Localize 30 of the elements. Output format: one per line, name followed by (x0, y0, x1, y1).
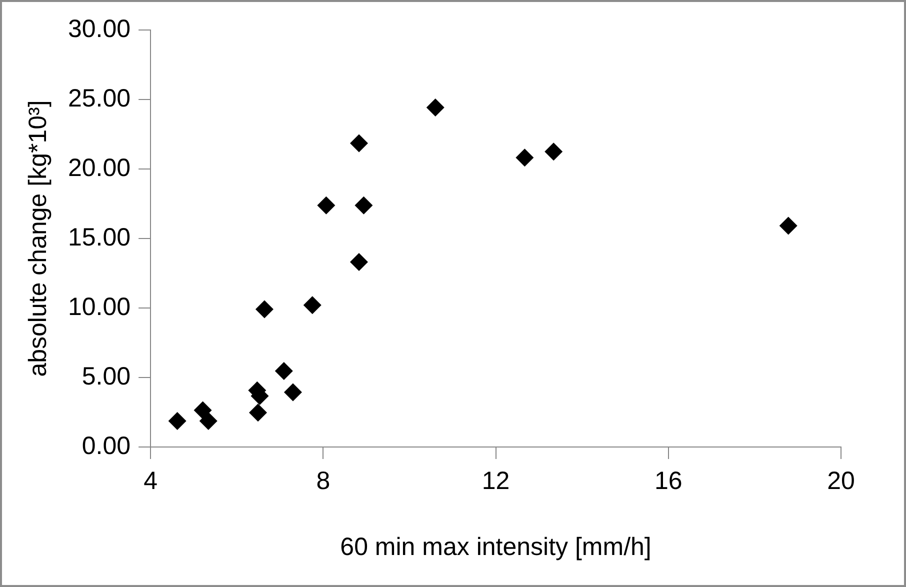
point (199, 412, 218, 430)
y-axis-title: absolute change [kg*10³] (24, 100, 52, 377)
point (255, 300, 274, 318)
point (350, 252, 368, 271)
point (274, 362, 293, 380)
y-tick-label: 10.00 (68, 292, 131, 321)
x-tick-label: 8 (316, 466, 330, 495)
x-tick-label: 16 (654, 466, 682, 495)
point (284, 383, 302, 402)
point (544, 142, 563, 161)
x-axis-title: 60 min max intensity [mm/h] (340, 532, 652, 561)
y-tick-label: 5.00 (82, 362, 131, 390)
x-tick-label: 4 (144, 466, 158, 495)
point (350, 134, 368, 152)
y-tick-label: 25.00 (68, 84, 131, 112)
y-tick-label: 30.00 (68, 14, 131, 43)
y-tick-label: 15.00 (68, 223, 131, 252)
point (516, 148, 534, 167)
point (354, 196, 373, 214)
point (168, 412, 186, 430)
y-tick-label: 0.00 (82, 432, 131, 460)
point (194, 401, 212, 420)
point (426, 98, 444, 117)
y-tick-label: 20.00 (68, 154, 131, 182)
x-tick-label: 12 (482, 466, 510, 495)
point (249, 404, 268, 422)
point (779, 216, 798, 235)
point (317, 196, 336, 214)
point (303, 296, 322, 314)
x-tick-label: 20 (827, 466, 855, 495)
